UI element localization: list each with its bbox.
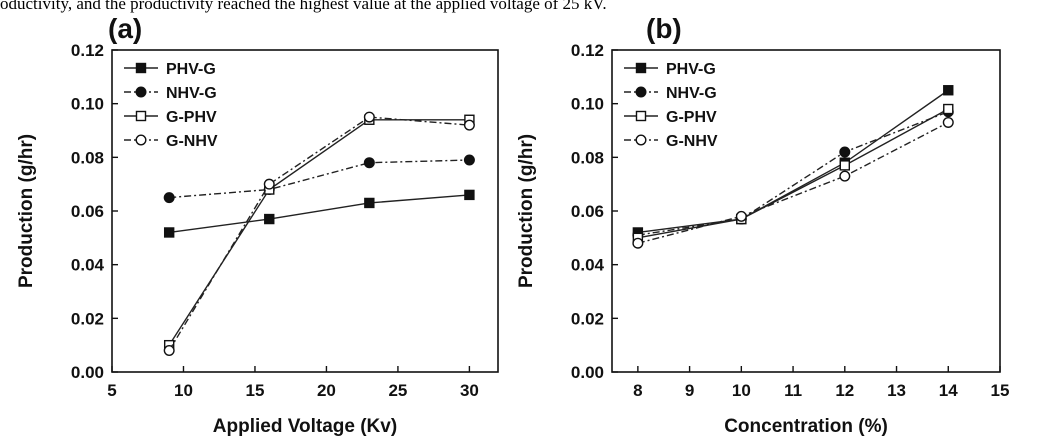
data-point	[839, 160, 850, 171]
legend-label: G-NHV	[166, 133, 218, 150]
data-point	[735, 210, 747, 222]
series-NHV-G	[632, 106, 954, 241]
data-point	[942, 116, 954, 128]
x-axis-label: Concentration (%)	[724, 416, 888, 437]
x-tick-label: 30	[460, 381, 479, 400]
legend-label: G-PHV	[666, 109, 717, 126]
x-tick-label: 8	[633, 381, 642, 400]
series-line	[637, 111, 949, 236]
data-point	[263, 178, 275, 190]
series-line	[637, 89, 949, 234]
data-point	[163, 345, 175, 357]
chart-panel-1: 8 9 10 11 12 13 14 15 0.00 0.02 0.04 0.06 0.08 0.10 0.…	[516, 13, 1009, 437]
legend-marker	[635, 134, 647, 146]
x-tick-label: 15	[246, 381, 265, 400]
data-point	[363, 157, 375, 169]
data-point	[463, 119, 475, 131]
panel-label: (b)	[646, 13, 682, 44]
y-tick-label: 0.06	[571, 202, 604, 221]
data-point	[632, 237, 644, 249]
caption-text: oductivity, and the productivity reached…	[0, 0, 607, 13]
legend-label: PHV-G	[166, 61, 216, 78]
x-tick-label: 10	[174, 381, 193, 400]
series-PHV-G	[163, 189, 475, 238]
data-point	[364, 197, 375, 209]
legend-label: G-PHV	[166, 109, 217, 126]
x-tick-label: 13	[887, 381, 906, 400]
series-line	[637, 108, 949, 239]
series-G-PHV	[163, 114, 475, 351]
panel-label: (a)	[108, 13, 142, 44]
data-point	[839, 170, 851, 182]
y-tick-label: 0.04	[571, 256, 605, 275]
legend-marker	[135, 134, 147, 146]
legend-marker	[635, 110, 647, 122]
series-line	[637, 121, 949, 244]
legend-marker	[635, 62, 647, 74]
y-tick-label: 0.02	[571, 309, 604, 328]
legend-label: G-NHV	[666, 133, 718, 150]
y-tick-label: 0.00	[571, 363, 604, 382]
legend: PHV-G NHV-G G-PHV G-NHV	[124, 61, 218, 150]
data-point	[943, 103, 954, 115]
series-line	[169, 159, 470, 199]
data-point	[264, 213, 275, 225]
data-point	[943, 85, 954, 96]
x-tick-label: 15	[991, 381, 1010, 400]
series-G-NHV	[632, 116, 954, 249]
series-NHV-G	[163, 154, 475, 204]
x-axis-label: Applied Voltage (Kv)	[213, 416, 397, 437]
legend-label: NHV-G	[166, 85, 217, 102]
data-point	[839, 146, 851, 158]
series-line	[169, 194, 470, 234]
y-axis-label: Production (g/hr)	[516, 134, 537, 288]
y-tick-label: 0.08	[571, 148, 604, 167]
y-tick-label: 0.10	[571, 95, 604, 114]
series-G-NHV	[163, 111, 475, 357]
series-line	[168, 116, 470, 351]
y-tick-label: 0.00	[71, 363, 104, 382]
x-tick-label: 10	[732, 381, 751, 400]
x-tick-label: 25	[388, 381, 407, 400]
y-tick-label: 0.04	[71, 256, 105, 275]
chart-panel-0: 5 10 15 20 25 30 0.00 0.02 0.04 0.06 0.08 0.10 0.12 A…	[16, 13, 499, 437]
legend: PHV-G NHV-G G-PHV G-NHV	[624, 61, 718, 150]
x-tick-label: 11	[784, 381, 802, 400]
data-point	[163, 227, 175, 238]
y-tick-label: 0.12	[71, 41, 104, 60]
legend-marker	[135, 86, 147, 98]
y-tick-label: 0.08	[71, 148, 104, 167]
legend-marker	[635, 86, 647, 98]
x-tick-label: 20	[317, 381, 336, 400]
y-tick-label: 0.10	[71, 95, 104, 114]
data-point	[363, 111, 375, 123]
legend-marker	[135, 110, 147, 122]
legend-label: PHV-G	[666, 61, 716, 78]
y-tick-label: 0.12	[571, 41, 604, 60]
x-tick-label: 14	[939, 381, 958, 400]
x-tick-label: 9	[685, 381, 694, 400]
y-tick-label: 0.06	[71, 202, 104, 221]
x-tick-label: 12	[835, 381, 854, 400]
y-axis-label: Production (g/hr)	[16, 134, 37, 288]
y-tick-label: 0.02	[71, 309, 104, 328]
data-point	[163, 192, 175, 204]
legend-marker	[135, 62, 147, 74]
x-tick-label: 5	[107, 381, 116, 400]
series-line	[168, 119, 470, 346]
legend-label: NHV-G	[666, 85, 717, 102]
data-point	[464, 189, 475, 201]
data-point	[463, 154, 475, 166]
